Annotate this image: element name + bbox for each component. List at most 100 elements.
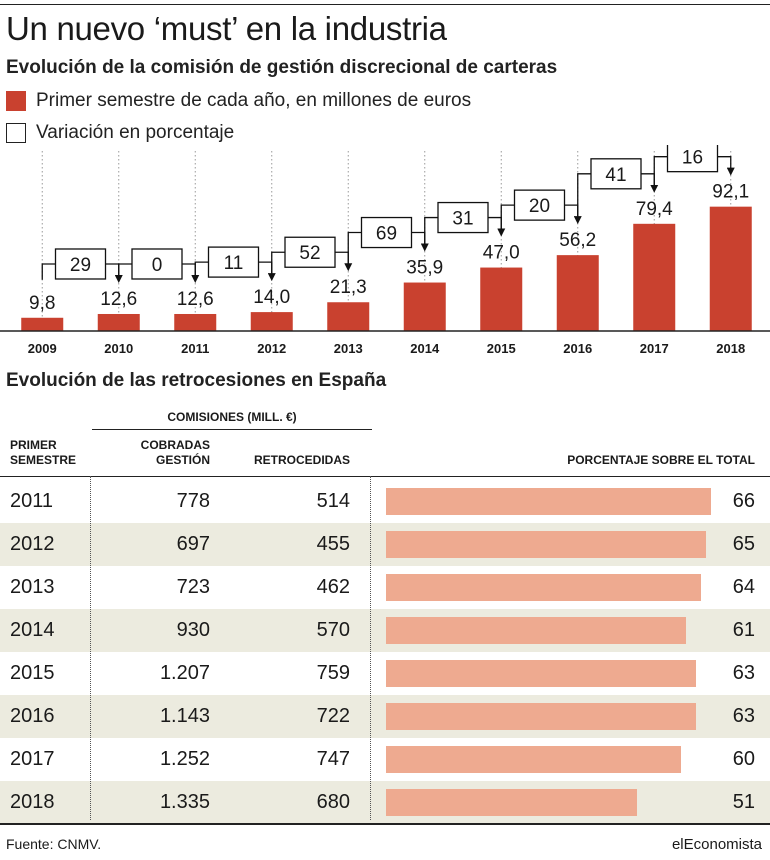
cell-year: 2012 <box>10 533 55 555</box>
cell-cobradas: 1.207 <box>159 662 210 684</box>
percentage-bar <box>386 531 707 558</box>
value-label-2012: 14,0 <box>253 287 290 308</box>
variation-label: 69 <box>376 224 397 245</box>
bar-2014 <box>403 282 446 331</box>
header-retrocedidas: RETROCEDIDAS <box>253 453 350 467</box>
cell-percentage: 60 <box>732 748 755 770</box>
variation-box <box>666 145 719 173</box>
brand-logo: elEconomista <box>671 836 762 853</box>
table-title: Evolución de las retrocesiones en España <box>6 370 387 391</box>
bar-2009 <box>21 317 64 331</box>
x-tick-label-2010: 2010 <box>104 341 133 356</box>
cell-retrocedidas: 570 <box>316 619 350 641</box>
header-year: PRIMER SEMESTRE <box>10 438 76 468</box>
legend-label-bars: Primer semestre de cada año, en millones… <box>36 90 472 111</box>
value-label-2014: 35,9 <box>406 258 443 279</box>
variation-label: 29 <box>70 255 91 276</box>
table-row: 2018 1.335 680 51 <box>0 781 770 824</box>
cell-percentage: 63 <box>732 705 755 727</box>
value-label-2018: 92,1 <box>712 182 749 203</box>
table-row: 2012 697 455 65 <box>0 523 770 566</box>
variation-label: 52 <box>299 243 320 264</box>
value-label-2009: 9,8 <box>29 293 55 314</box>
header-cobradas: COBRADAS GESTIÓN <box>110 438 210 468</box>
table-row: 2011 778 514 66 <box>0 480 770 523</box>
bar-2012 <box>250 312 293 331</box>
percentage-bar <box>386 488 711 515</box>
bar-2010 <box>97 313 140 331</box>
x-tick-label-2011: 2011 <box>181 341 209 356</box>
variation-label: 41 <box>605 165 626 186</box>
cell-year: 2017 <box>10 748 55 770</box>
variation-label: 16 <box>682 148 703 169</box>
cell-cobradas: 1.143 <box>159 705 210 727</box>
cell-year: 2014 <box>10 619 55 641</box>
column-group-header: COMISIONES (MILL. €) <box>167 410 297 424</box>
variation-label: 11 <box>224 253 244 274</box>
bar-2018 <box>709 206 752 331</box>
variation-box <box>207 246 260 278</box>
cell-percentage: 61 <box>732 619 755 641</box>
bar-chart: 29 0 11 52 69 31 20 41 16 9,8 12,6 12,6 14,0 21,3 35,… <box>0 145 770 356</box>
chart-subtitle: Evolución de la comisión de gestión disc… <box>6 57 558 78</box>
cell-retrocedidas: 722 <box>316 705 350 727</box>
x-tick-label-2013: 2013 <box>334 341 363 356</box>
table-row: 2015 1.207 759 63 <box>0 652 770 695</box>
x-tick-label-2009: 2009 <box>28 341 57 356</box>
column-divider-2 <box>370 476 371 820</box>
table-row: 2013 723 462 64 <box>0 566 770 609</box>
header-year-line1: PRIMER <box>10 438 57 452</box>
x-tick-label-2017: 2017 <box>640 341 669 356</box>
x-tick-label-2015: 2015 <box>487 341 516 356</box>
header-cobradas-line1: COBRADAS <box>140 438 210 452</box>
variation-box <box>54 248 107 280</box>
percentage-bar <box>386 789 638 816</box>
variation-label: 0 <box>152 255 163 276</box>
header-rule <box>0 476 770 477</box>
cell-year: 2016 <box>10 705 55 727</box>
value-label-2016: 56,2 <box>559 230 596 251</box>
source-note: Fuente: CNMV. <box>6 836 102 852</box>
variation-box <box>590 158 642 190</box>
cell-cobradas: 930 <box>176 619 210 641</box>
value-label-2011: 12,6 <box>177 289 214 310</box>
cell-year: 2013 <box>10 576 55 598</box>
value-label-2010: 12,6 <box>100 289 137 310</box>
bar-2011 <box>174 313 217 331</box>
bar-2013 <box>327 302 370 331</box>
variation-box <box>360 216 413 249</box>
header-year-line2: SEMESTRE <box>10 453 77 467</box>
x-tick-label-2012: 2012 <box>257 341 286 356</box>
bar-2017 <box>633 223 676 331</box>
legend-swatch-outline <box>6 123 26 143</box>
cell-percentage: 51 <box>732 791 755 813</box>
variation-box <box>437 201 489 234</box>
column-group-rule <box>92 429 372 430</box>
cell-cobradas: 1.252 <box>159 748 210 770</box>
percentage-bar <box>386 703 697 730</box>
cell-retrocedidas: 759 <box>316 662 350 684</box>
percentage-bar <box>386 574 702 601</box>
cell-percentage: 64 <box>732 576 755 598</box>
table-row: 2017 1.252 747 60 <box>0 738 770 781</box>
value-label-2015: 47,0 <box>483 243 520 264</box>
cell-percentage: 66 <box>732 490 755 512</box>
cell-cobradas: 697 <box>176 533 210 555</box>
table-body: 2011 778 514 66 2012 697 455 65 2013 723 462 64 2014… <box>0 480 770 824</box>
percentage-bar <box>386 746 682 773</box>
percentage-bar <box>386 617 687 644</box>
value-label-2017: 79,4 <box>636 199 673 220</box>
header-cobradas-line2: GESTIÓN <box>155 453 210 467</box>
legend-item-bars: Primer semestre de cada año, en millones… <box>6 90 471 112</box>
top-rule <box>0 4 770 5</box>
x-tick-label-2018: 2018 <box>716 341 745 356</box>
bar-2016 <box>556 255 599 331</box>
cell-year: 2015 <box>10 662 55 684</box>
variation-label: 31 <box>452 209 473 230</box>
variation-box <box>284 236 336 268</box>
cell-retrocedidas: 462 <box>316 576 350 598</box>
cell-year: 2018 <box>10 791 55 813</box>
column-divider-1 <box>90 476 91 820</box>
cell-retrocedidas: 680 <box>316 791 350 813</box>
x-tick-label-2014: 2014 <box>410 341 440 356</box>
